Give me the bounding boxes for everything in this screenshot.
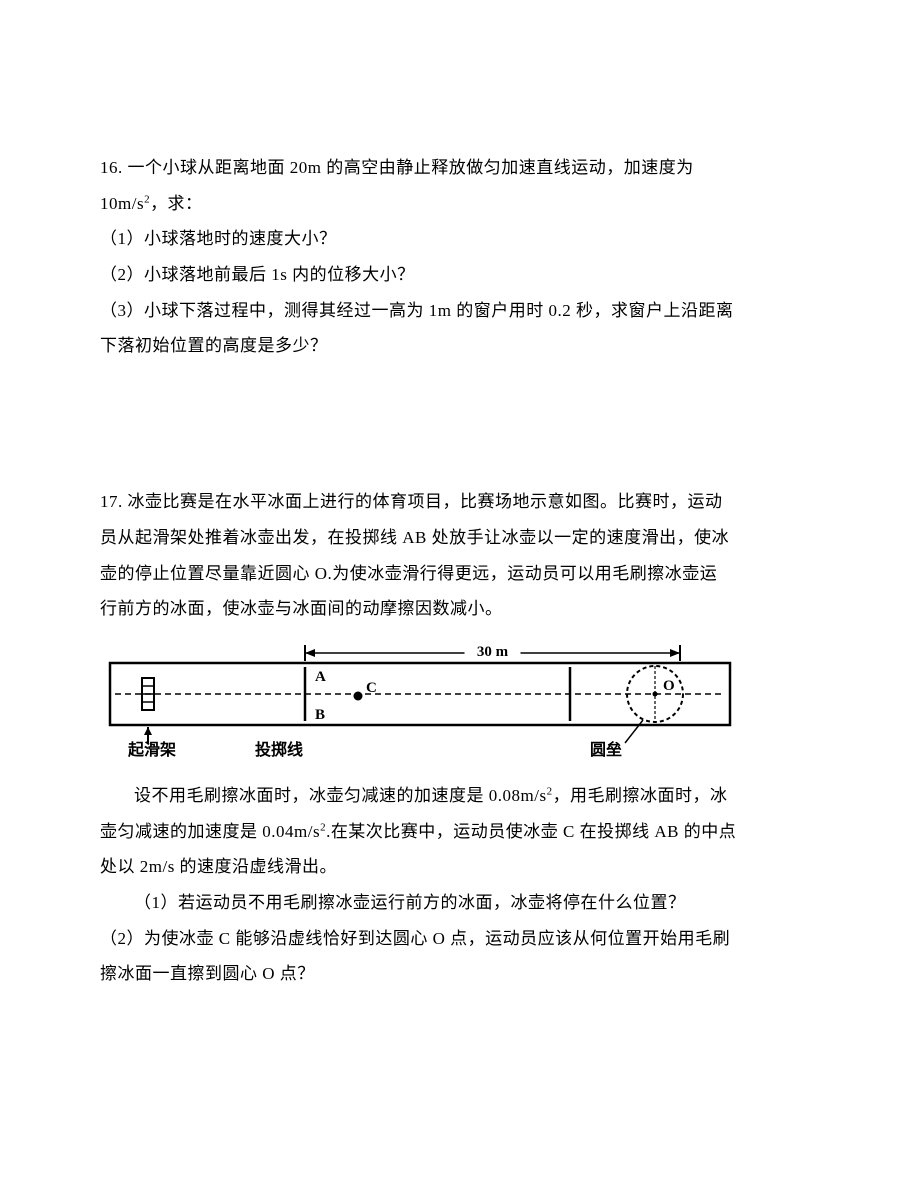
q16-line1: 16. 一个小球从距离地面 20m 的高空由静止释放做匀加速直线运动，加速度为	[100, 150, 820, 186]
q16-line2-pre: 10m/s	[100, 194, 144, 213]
question-17: 17. 冰壶比赛是在水平冰面上进行的体育项目，比赛场地示意如图。比赛时，运动 员…	[100, 484, 820, 992]
svg-text:30 m: 30 m	[477, 644, 509, 660]
q17-sub2a: （2）为使冰壶 C 能够沿虚线恰好到达圆心 O 点，运动员应该从何位置开始用毛刷	[100, 921, 820, 957]
svg-text:圆垒: 圆垒	[590, 740, 622, 759]
question-16: 16. 一个小球从距离地面 20m 的高空由静止释放做匀加速直线运动，加速度为 …	[100, 150, 820, 364]
q16-sub1: （1）小球落地时的速度大小？	[100, 221, 820, 257]
q16-line2: 10m/s2，求：	[100, 186, 820, 222]
svg-text:C: C	[366, 680, 377, 696]
svg-text:O: O	[663, 678, 675, 694]
q16-line2-post: ，求：	[150, 194, 203, 213]
svg-text:起滑架: 起滑架	[127, 740, 176, 759]
q17-para2-l3: 处以 2m/s 的速度沿虚线滑出。	[100, 849, 820, 885]
curling-diagram-svg: 30 m A B C O 起滑架 投掷线 圆垒	[100, 635, 740, 765]
q17-line3: 壶的停止位置尽量靠近圆心 O.为使冰壶滑行得更远，运动员可以用毛刷擦冰壶运	[100, 556, 820, 592]
q17-para2-l2: 壶匀减速的加速度是 0.04m/s2.在某次比赛中，运动员使冰壶 C 在投掷线 …	[100, 814, 820, 850]
q17-line2: 员从起滑架处推着冰壶出发，在投掷线 AB 处放手让冰壶以一定的速度滑出，使冰	[100, 520, 820, 556]
q17-sub2b: 擦冰面一直擦到圆心 O 点？	[100, 956, 820, 992]
q17-line1: 17. 冰壶比赛是在水平冰面上进行的体育项目，比赛场地示意如图。比赛时，运动	[100, 484, 820, 520]
q16-sub3b: 下落初始位置的高度是多少？	[100, 328, 820, 364]
q17-p2l1-post: ，用毛刷擦冰面时，冰	[553, 786, 728, 805]
q17-para2-l1: 设不用毛刷擦冰面时，冰壶匀减速的加速度是 0.08m/s2，用毛刷擦冰面时，冰	[100, 778, 820, 814]
q17-sub1: （1）若运动员不用毛刷擦冰壶运行前方的冰面，冰壶将停在什么位置？	[100, 885, 820, 921]
svg-text:B: B	[315, 707, 325, 723]
q16-sub2: （2）小球落地前最后 1s 内的位移大小？	[100, 257, 820, 293]
q17-line4: 行前方的冰面，使冰壶与冰面间的动摩擦因数减小。	[100, 591, 820, 627]
q17-p2l2-post: .在某次比赛中，运动员使冰壶 C 在投掷线 AB 的中点	[326, 822, 736, 841]
q16-sub3: （3）小球下落过程中，测得其经过一高为 1m 的窗户用时 0.2 秒，求窗户上沿…	[100, 293, 820, 329]
q17-diagram: 30 m A B C O 起滑架 投掷线 圆垒	[100, 635, 820, 770]
q17-p2l1-pre: 设不用毛刷擦冰面时，冰壶匀减速的加速度是 0.08m/s	[134, 786, 547, 805]
q17-p2l2-pre: 壶匀减速的加速度是 0.04m/s	[100, 822, 320, 841]
svg-text:A: A	[315, 669, 326, 685]
svg-text:投掷线: 投掷线	[255, 740, 303, 759]
